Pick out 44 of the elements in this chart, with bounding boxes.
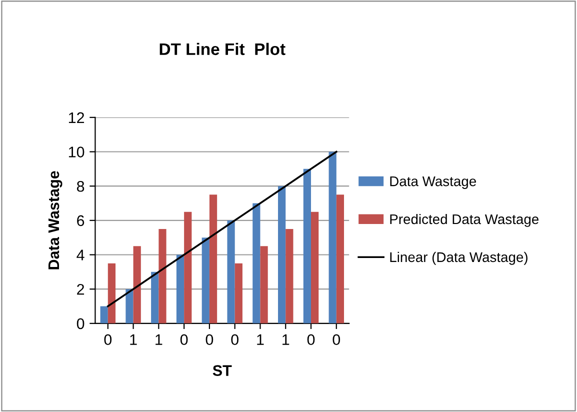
x-tick-label: 0 bbox=[206, 334, 214, 346]
bar bbox=[252, 203, 260, 324]
x-tick-label: 1 bbox=[156, 334, 162, 345]
bar bbox=[260, 246, 268, 324]
legend-label: Predicted Data Wastage bbox=[390, 214, 539, 227]
bar bbox=[209, 194, 218, 324]
bar bbox=[311, 212, 319, 324]
x-tick-label: 1 bbox=[130, 334, 137, 345]
legend-label: Data Wastage bbox=[390, 176, 476, 189]
y-tick-label: 2 bbox=[77, 284, 84, 295]
bar bbox=[303, 168, 312, 324]
x-tick-label: 0 bbox=[307, 334, 315, 346]
x-tick-label: 0 bbox=[104, 334, 112, 346]
y-tick-label: 0 bbox=[76, 318, 84, 330]
bar bbox=[100, 306, 108, 324]
bar bbox=[286, 229, 294, 324]
bar bbox=[151, 272, 159, 324]
line-series bbox=[106, 150, 338, 308]
x-tick-label: 0 bbox=[231, 334, 238, 346]
bar bbox=[328, 152, 336, 324]
y-tick-label: 6 bbox=[77, 215, 84, 226]
legend-label: Linear (Data Wastage) bbox=[390, 252, 528, 265]
x-tick-label: 1 bbox=[257, 334, 264, 345]
x-axis-title: ST bbox=[212, 365, 232, 376]
bar bbox=[133, 246, 141, 324]
bar bbox=[336, 194, 344, 324]
bar bbox=[176, 254, 184, 324]
x-tick-label: 0 bbox=[332, 334, 340, 346]
bar bbox=[202, 238, 210, 324]
y-tick-label: 12 bbox=[68, 112, 84, 123]
bar bbox=[108, 263, 116, 324]
y-tick-label: 8 bbox=[76, 180, 84, 192]
bar bbox=[158, 229, 166, 324]
y-tick-label: 10 bbox=[68, 146, 84, 158]
bar bbox=[227, 220, 235, 324]
y-tick-label: 4 bbox=[76, 250, 84, 260]
x-tick-label: 0 bbox=[180, 334, 188, 346]
bar bbox=[234, 263, 242, 324]
chart-title: DT Line Fit Plot bbox=[160, 42, 286, 56]
bar bbox=[184, 212, 192, 324]
y-axis-title: Data Wastage bbox=[48, 171, 62, 270]
bar bbox=[278, 186, 286, 324]
bar bbox=[126, 289, 134, 324]
x-tick-label: 1 bbox=[282, 334, 290, 345]
